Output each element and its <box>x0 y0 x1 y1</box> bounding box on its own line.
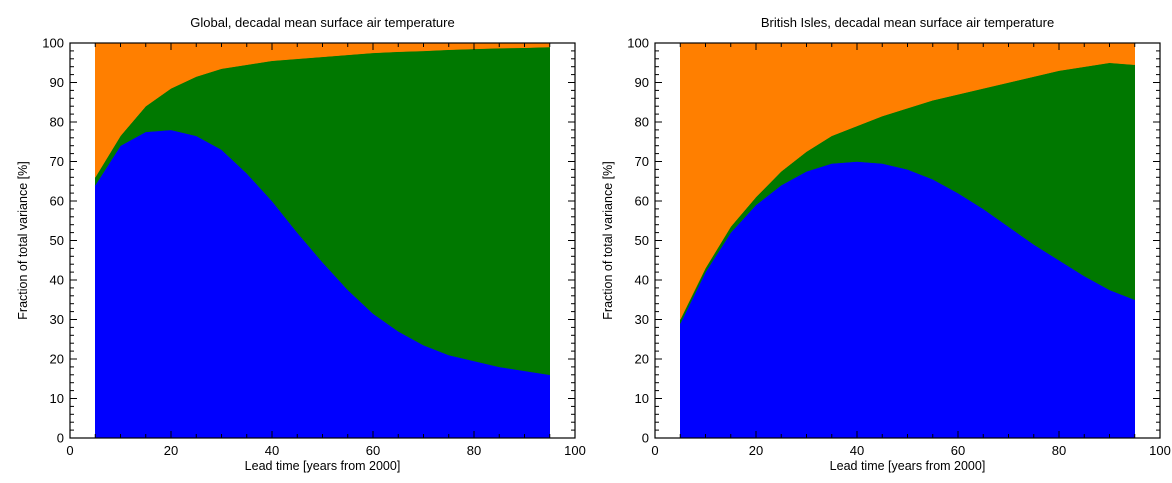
y-tick-label: 0 <box>57 431 64 446</box>
chart-title: British Isles, decadal mean surface air … <box>761 15 1054 30</box>
x-tick-label: 60 <box>366 443 380 458</box>
y-tick-label: 60 <box>50 194 64 209</box>
x-tick-label: 80 <box>1052 443 1066 458</box>
y-tick-label: 70 <box>50 154 64 169</box>
chart-1: 0 20 40 60 80 100 0 10 20 30 40 50 60 70 80 90 100 Global… <box>16 15 586 473</box>
x-tick-label: 20 <box>164 443 178 458</box>
y-tick-label: 100 <box>42 36 64 51</box>
chart-title: Global, decadal mean surface air tempera… <box>190 15 454 30</box>
x-tick-label: 100 <box>564 443 586 458</box>
x-tick-label: 40 <box>850 443 864 458</box>
y-tick-label: 40 <box>635 273 649 288</box>
x-tick-label: 0 <box>651 443 658 458</box>
y-axis-label: Fraction of total variance [%] <box>601 161 615 319</box>
x-tick-label: 20 <box>749 443 763 458</box>
y-tick-label: 90 <box>635 75 649 90</box>
y-tick-label: 30 <box>635 312 649 327</box>
y-tick-label: 50 <box>635 233 649 248</box>
y-tick-label: 20 <box>635 352 649 367</box>
chart-2: 0 20 40 60 80 100 0 10 20 30 40 50 60 70 80 90 100 Britis… <box>601 15 1171 473</box>
y-tick-label: 10 <box>635 391 649 406</box>
y-tick-label: 80 <box>50 115 64 130</box>
x-tick-label: 0 <box>66 443 73 458</box>
y-tick-label: 70 <box>635 154 649 169</box>
y-tick-label: 90 <box>50 75 64 90</box>
y-axis-label: Fraction of total variance [%] <box>16 161 30 319</box>
x-tick-label: 40 <box>265 443 279 458</box>
y-tick-label: 10 <box>50 391 64 406</box>
y-tick-label: 0 <box>642 431 649 446</box>
x-tick-label: 60 <box>951 443 965 458</box>
y-tick-label: 30 <box>50 312 64 327</box>
y-tick-label: 40 <box>50 273 64 288</box>
y-tick-label: 80 <box>635 115 649 130</box>
x-axis-label: Lead time [years from 2000] <box>245 459 401 473</box>
x-tick-label: 100 <box>1149 443 1171 458</box>
y-tick-label: 20 <box>50 352 64 367</box>
x-tick-label: 80 <box>467 443 481 458</box>
y-tick-label: 50 <box>50 233 64 248</box>
y-tick-label: 60 <box>635 194 649 209</box>
y-tick-label: 100 <box>627 36 649 51</box>
x-axis-label: Lead time [years from 2000] <box>830 459 986 473</box>
